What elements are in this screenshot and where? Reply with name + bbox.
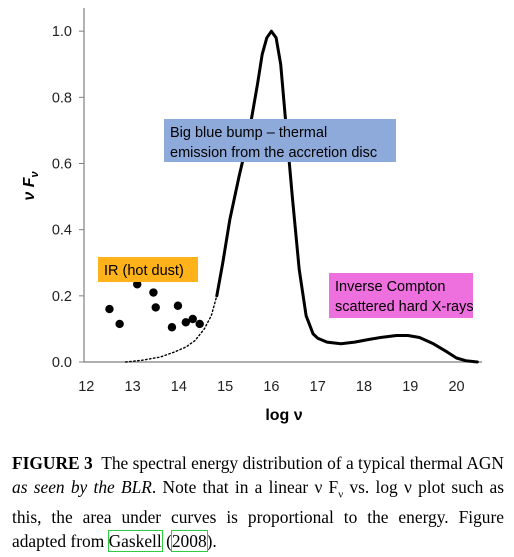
ir-data-point bbox=[195, 319, 204, 329]
x-tick-label: 16 bbox=[263, 379, 279, 395]
annotation-inverse-compton: Inverse Compton scattered hard X-rays bbox=[329, 273, 474, 318]
caption-paren-open: ( bbox=[161, 530, 172, 551]
caption-paren-close: ). bbox=[206, 530, 217, 551]
x-axis-label: log ν bbox=[265, 407, 302, 424]
ir-data-point bbox=[133, 280, 142, 289]
caption-lead: FIGURE 3 bbox=[12, 453, 93, 473]
y-tick-label: 0.8 bbox=[52, 90, 72, 106]
annotation-text: Inverse Compton bbox=[335, 279, 445, 295]
annotation-text: IR (hot dust) bbox=[104, 263, 184, 279]
annotation-ir-hot-dust: IR (hot dust) bbox=[98, 257, 198, 282]
caption-emphasis: as seen by the BLR bbox=[12, 476, 152, 497]
x-tick-label: 12 bbox=[78, 379, 94, 395]
figure-caption: FIGURE 3 The spectral energy distributio… bbox=[12, 452, 504, 553]
x-tick-label: 14 bbox=[171, 379, 187, 395]
y-tick-label: 0.4 bbox=[52, 223, 72, 239]
y-tick-label: 0.0 bbox=[52, 355, 72, 371]
tick-labels: 12 13 14 15 16 17 18 19 20 0.0 0.2 0.4 0.6 0.8 1.0 bbox=[52, 24, 465, 395]
y-tick-label: 1.0 bbox=[52, 24, 72, 40]
citation-author-link[interactable]: Gaskell bbox=[107, 529, 163, 552]
ir-data-point bbox=[149, 288, 158, 297]
caption-text-2: . Note that in a linear ν F bbox=[151, 476, 339, 497]
annotation-text: Big blue bump – thermal bbox=[170, 125, 327, 141]
ir-data-point bbox=[188, 314, 197, 324]
sed-chart: 12 13 14 15 16 17 18 19 20 0.0 0.2 0.4 0.6 0.8 1.0 Big… bbox=[21, 8, 482, 424]
curves bbox=[105, 29, 479, 364]
ir-data-point bbox=[151, 303, 160, 312]
annotation-text: emission from the accretion disc bbox=[170, 145, 377, 161]
sed-solid-curve bbox=[215, 29, 479, 364]
ir-data-point bbox=[115, 319, 124, 329]
citation-year-link[interactable]: 2008 bbox=[170, 529, 208, 552]
x-tick-label: 20 bbox=[448, 379, 464, 395]
y-tick-label: 0.6 bbox=[52, 156, 72, 172]
ir-data-point bbox=[173, 301, 183, 310]
annotation-big-blue-bump: Big blue bump – thermal emission from the… bbox=[164, 119, 396, 162]
axes bbox=[83, 8, 482, 363]
y-axis-label: ν Fν bbox=[21, 171, 41, 201]
x-tick-label: 19 bbox=[402, 379, 418, 395]
caption-text-1: The spectral energy distribution of a ty… bbox=[101, 453, 504, 473]
ir-data-point bbox=[167, 323, 177, 332]
x-tick-label: 15 bbox=[217, 379, 233, 395]
y-tick-label: 0.2 bbox=[52, 289, 72, 305]
caption-text-3: vs. log ν plot such as this, the area un… bbox=[12, 476, 504, 551]
caption-subscript: ν bbox=[338, 487, 344, 500]
x-tick-label: 13 bbox=[125, 379, 141, 395]
x-tick-label: 17 bbox=[310, 379, 326, 395]
ir-data-point bbox=[105, 304, 114, 314]
x-tick-label: 18 bbox=[356, 379, 372, 395]
annotation-text: scattered hard X-rays bbox=[335, 299, 474, 315]
ir-data-point bbox=[181, 318, 191, 327]
annotations: Big blue bump – thermal emission from the… bbox=[98, 119, 474, 318]
